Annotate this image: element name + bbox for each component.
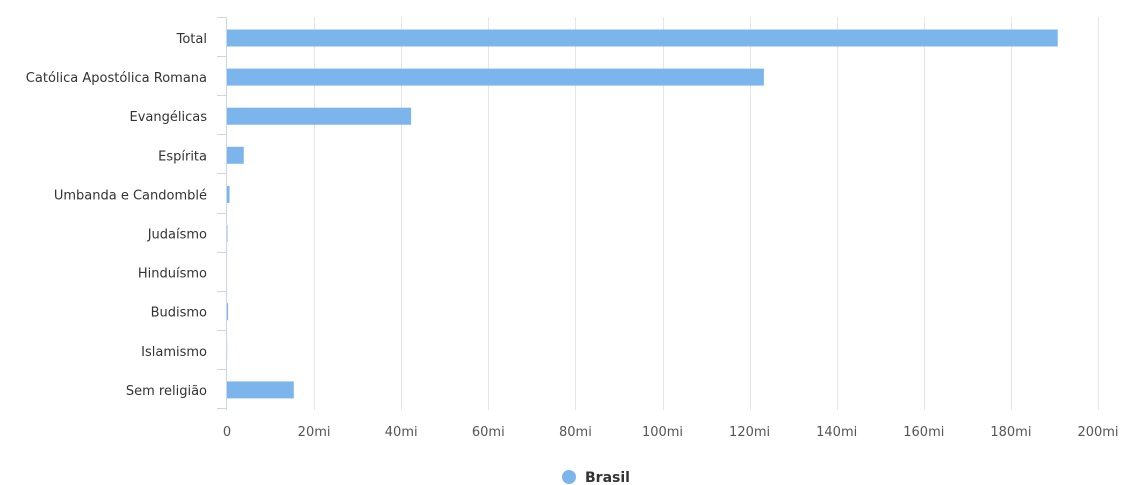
bar[interactable] xyxy=(227,68,764,86)
category-labels: Total Católica Apostólica Romana Evangélic… xyxy=(26,32,207,399)
x-tick-label: 180mi xyxy=(990,425,1031,440)
category-label: Sem religião xyxy=(126,384,207,399)
bar[interactable] xyxy=(227,107,412,125)
legend-marker-brasil[interactable] xyxy=(562,470,576,484)
category-label: Umbanda e Candomblé xyxy=(54,188,207,203)
x-tick-label: 160mi xyxy=(903,425,944,440)
bar[interactable] xyxy=(227,303,229,321)
x-tick-labels: 0 20mi 40mi 60mi 80mi 100mi 120mi 140mi 160mi 180… xyxy=(223,425,1119,440)
legend-label-brasil[interactable]: Brasil xyxy=(585,470,630,485)
category-label: Islamismo xyxy=(141,345,207,360)
category-label: Evangélicas xyxy=(130,110,208,125)
x-tick-label: 80mi xyxy=(559,425,592,440)
x-tick-label: 140mi xyxy=(816,425,857,440)
x-tick-label: 60mi xyxy=(472,425,505,440)
category-label: Hinduísmo xyxy=(138,267,207,282)
x-tick-label: 40mi xyxy=(385,425,418,440)
bar[interactable] xyxy=(227,185,230,203)
bar-series-brasil xyxy=(227,29,1058,399)
bar[interactable] xyxy=(227,146,244,164)
bar[interactable] xyxy=(227,29,1058,47)
x-tick-label: 120mi xyxy=(729,425,770,440)
x-tick-label: 200mi xyxy=(1077,425,1118,440)
x-tick-label: 100mi xyxy=(642,425,683,440)
x-tick-label: 20mi xyxy=(298,425,331,440)
category-label: Espírita xyxy=(158,149,207,164)
category-label: Total xyxy=(176,32,207,47)
category-label: Judaísmo xyxy=(147,228,207,243)
x-tick-label: 0 xyxy=(223,425,231,440)
category-label: Budismo xyxy=(151,306,207,321)
category-axis xyxy=(217,17,227,410)
bar[interactable] xyxy=(227,381,294,399)
category-label: Católica Apostólica Romana xyxy=(26,71,207,86)
legend[interactable]: Brasil xyxy=(562,470,630,485)
